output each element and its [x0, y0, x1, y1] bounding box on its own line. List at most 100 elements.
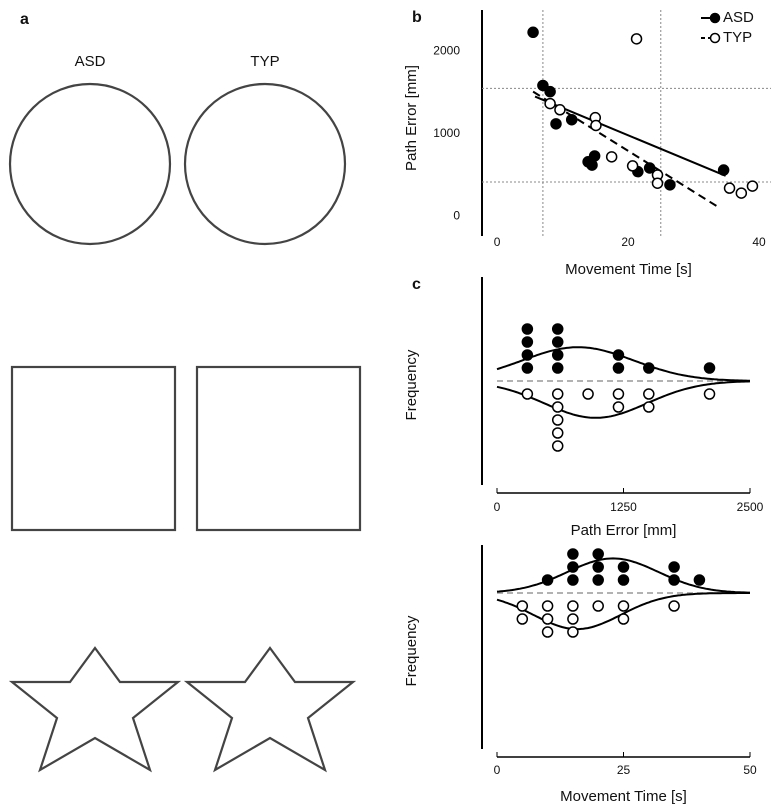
dot — [553, 428, 563, 438]
dot — [593, 601, 603, 611]
square-drawing — [197, 367, 360, 530]
column-label: TYP — [250, 53, 279, 70]
x-tick-label: 0 — [494, 235, 501, 249]
dot — [613, 350, 623, 360]
x-tick-label: 50 — [743, 763, 757, 777]
dot — [517, 614, 527, 624]
point — [628, 161, 638, 171]
x-tick-label: 1250 — [610, 500, 637, 514]
point — [719, 165, 729, 175]
dot — [593, 562, 603, 572]
dot — [619, 601, 629, 611]
dot — [593, 575, 603, 585]
dot — [543, 575, 553, 585]
page: a ASD TYP b 0 1000 2000 0 20 40 Movement Time [s] P… — [0, 0, 776, 807]
legend-marker — [711, 34, 720, 43]
point — [555, 105, 565, 115]
point — [652, 178, 662, 188]
dot — [644, 363, 654, 373]
y-axis-label: Frequency — [403, 615, 420, 686]
x-tick-label: 20 — [621, 235, 635, 249]
point — [591, 120, 601, 130]
dot — [669, 601, 679, 611]
y-axis-label: Frequency — [403, 349, 420, 420]
dot — [568, 614, 578, 624]
dot — [553, 350, 563, 360]
y-axis-label: Path Error [mm] — [403, 65, 420, 171]
x-tick-label: 0 — [494, 500, 501, 514]
dot — [522, 363, 532, 373]
panel-label: c — [412, 276, 421, 293]
dot — [613, 402, 623, 412]
dot — [583, 389, 593, 399]
circle-drawing — [185, 84, 345, 244]
dot — [553, 363, 563, 373]
legend-label: ASD — [723, 9, 754, 26]
legend-marker — [711, 14, 720, 23]
x-tick-label: 2500 — [737, 500, 764, 514]
density-curve — [497, 381, 750, 417]
dot — [553, 337, 563, 347]
star-drawing — [12, 648, 178, 770]
dot — [522, 389, 532, 399]
point — [545, 87, 555, 97]
star-drawing — [187, 648, 353, 770]
dot — [694, 575, 704, 585]
dot — [644, 389, 654, 399]
column-label: ASD — [75, 53, 106, 70]
dot — [568, 601, 578, 611]
dot — [553, 389, 563, 399]
drawings — [10, 84, 360, 770]
dot — [568, 627, 578, 637]
dot — [568, 562, 578, 572]
dot — [613, 389, 623, 399]
point — [747, 181, 757, 191]
point — [632, 34, 642, 44]
dot — [522, 337, 532, 347]
dot — [669, 575, 679, 585]
dot — [568, 549, 578, 559]
y-tick-label: 1000 — [433, 126, 460, 140]
dot — [522, 324, 532, 334]
dot — [543, 614, 553, 624]
dot — [553, 324, 563, 334]
dot — [543, 601, 553, 611]
point — [665, 180, 675, 190]
point — [551, 119, 561, 129]
point — [725, 183, 735, 193]
figure: a ASD TYP b 0 1000 2000 0 20 40 Movement Time [s] P… — [0, 0, 776, 807]
dot — [543, 627, 553, 637]
dot — [644, 402, 654, 412]
dot — [553, 441, 563, 451]
y-tick-label: 0 — [453, 208, 460, 222]
point — [528, 27, 538, 37]
y-tick-label: 2000 — [433, 43, 460, 57]
x-tick-label: 25 — [617, 763, 631, 777]
dot — [568, 575, 578, 585]
point — [736, 188, 746, 198]
dot — [705, 363, 715, 373]
dot — [553, 415, 563, 425]
point — [590, 151, 600, 161]
dot — [593, 549, 603, 559]
point — [607, 152, 617, 162]
dot — [619, 575, 629, 585]
panel-label: b — [412, 9, 422, 26]
dot — [553, 402, 563, 412]
x-axis-label: Movement Time [s] — [560, 788, 687, 805]
dot — [705, 389, 715, 399]
dot — [619, 614, 629, 624]
x-axis-label: Path Error [mm] — [571, 522, 677, 539]
circle-drawing — [10, 84, 170, 244]
x-tick-label: 0 — [494, 763, 501, 777]
panel-label: a — [20, 11, 29, 28]
dot — [669, 562, 679, 572]
x-axis-label: Movement Time [s] — [565, 261, 692, 278]
x-tick-label: 40 — [752, 235, 766, 249]
dot — [522, 350, 532, 360]
dot — [517, 601, 527, 611]
dot — [613, 363, 623, 373]
square-drawing — [12, 367, 175, 530]
legend-label: TYP — [723, 29, 752, 46]
dot — [619, 562, 629, 572]
